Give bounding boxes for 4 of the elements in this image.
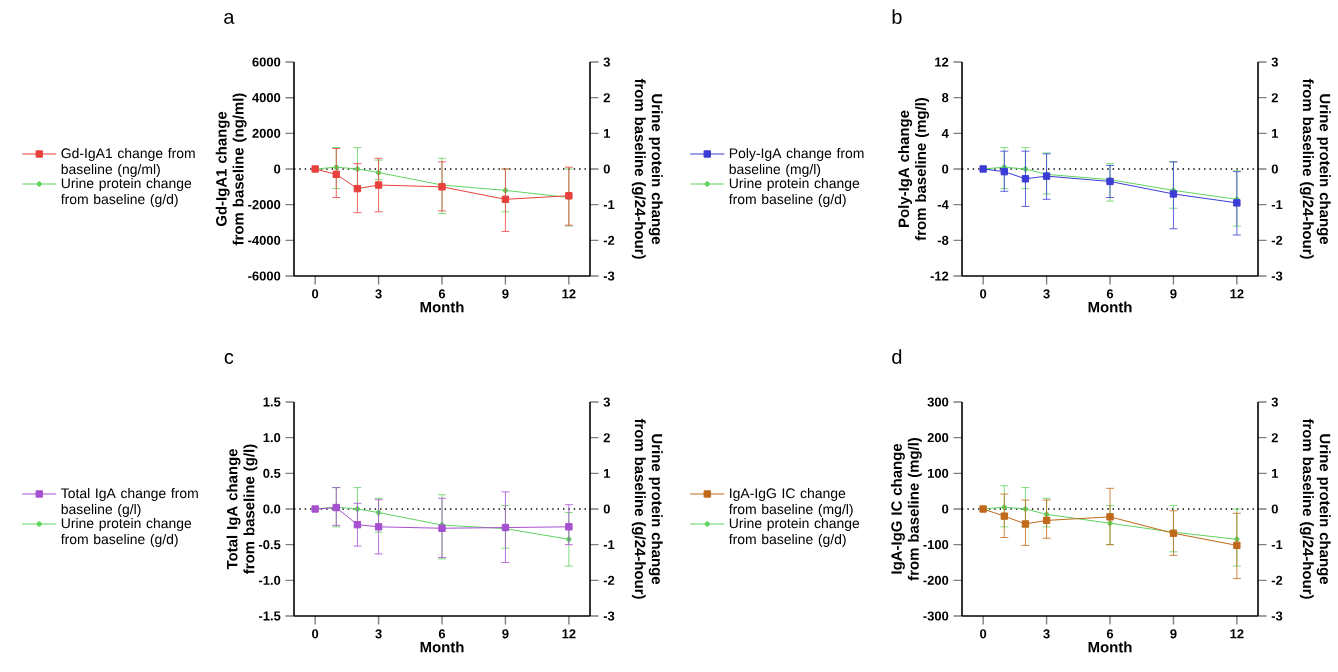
chart-title: b xyxy=(892,9,902,24)
chart-title: a xyxy=(224,13,235,24)
chart-title: c xyxy=(224,353,234,364)
chart-title: d xyxy=(892,349,902,364)
